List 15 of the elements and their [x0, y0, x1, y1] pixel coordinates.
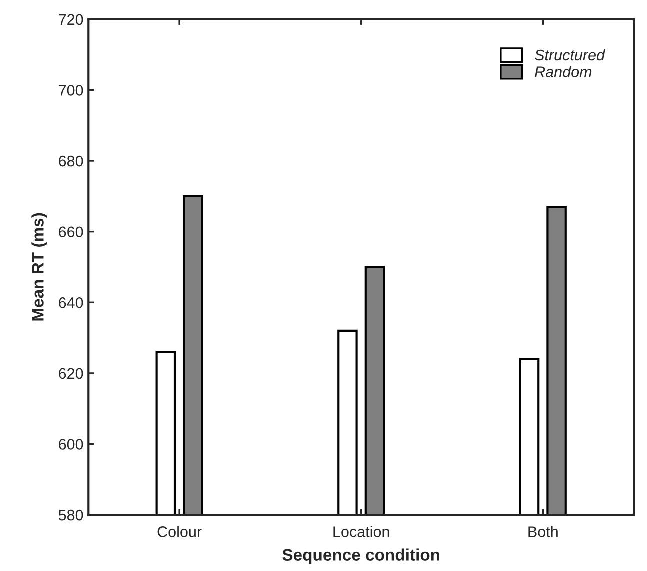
x-axis-title: Sequence condition: [282, 548, 440, 564]
y-tick-label: 600: [59, 439, 84, 450]
x-tick-label: Location: [334, 526, 390, 538]
y-tick-label: 580: [58, 510, 84, 521]
y-tick-label: 660: [59, 226, 84, 238]
y-axis-title: Mean RT (ms): [32, 213, 48, 321]
y-tick-label: 680: [59, 156, 84, 167]
legend-label: Structured: [534, 49, 606, 61]
legend-label: Random: [535, 66, 592, 78]
y-tick-label: 640: [59, 298, 84, 308]
y-tick-label: 620: [59, 368, 84, 380]
y-tick-label: 700: [59, 85, 84, 96]
x-tick-label: Colour: [158, 526, 202, 538]
x-tick-label: Both: [528, 526, 558, 538]
y-tick-label: 720: [59, 14, 84, 26]
